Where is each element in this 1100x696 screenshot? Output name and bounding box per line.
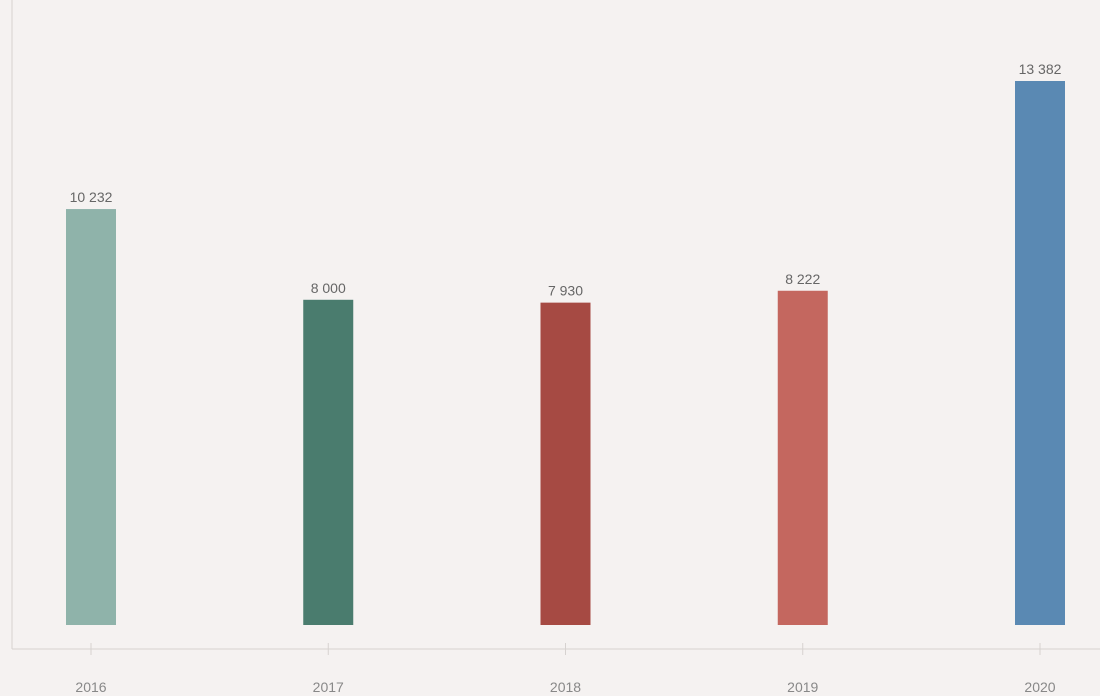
bar-2016 [66, 209, 116, 625]
bar-value-label-2019: 8 222 [785, 271, 820, 287]
bars-group: 10 232 8 000 7 930 8 222 13 382 [66, 61, 1065, 625]
bar-value-label-2016: 10 232 [70, 189, 113, 205]
bar-value-label-2020: 13 382 [1019, 61, 1062, 77]
x-tick-label-2020: 2020 [1024, 679, 1055, 695]
bar-2017 [303, 299, 354, 625]
x-tick-label-2016: 2016 [75, 679, 106, 695]
x-ticks-group: 2016 2017 2018 2019 2020 [75, 643, 1056, 695]
x-tick-label-2019: 2019 [787, 679, 818, 695]
x-tick-label-2017: 2017 [313, 679, 344, 695]
bar-2020 [1015, 81, 1065, 625]
x-tick-label-2018: 2018 [550, 679, 581, 695]
bar-2019 [777, 290, 828, 625]
bar-value-label-2017: 8 000 [311, 280, 346, 296]
bar-2018 [540, 302, 591, 625]
bar-value-label-2018: 7 930 [548, 283, 583, 299]
